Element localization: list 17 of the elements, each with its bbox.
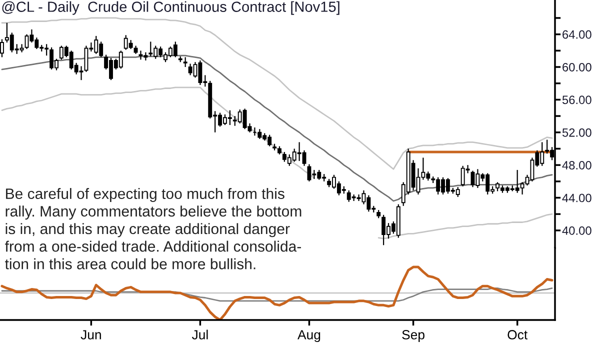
x-tick-label: Sep	[402, 330, 424, 342]
y-tick-label: 52.00	[562, 128, 592, 137]
y-tick-label: 48.00	[562, 161, 592, 170]
x-tick-label: Oct	[508, 330, 528, 340]
candlestick	[183, 56, 188, 68]
y-tick-label: 44.00	[562, 194, 592, 202]
line-series	[1, 17, 553, 170]
annotation: Be careful of expecting too much from this rally. Many commentators believe the bottom is in, and this may create additional danger from a one-sided trade. Additional consolida- tion in this area could be more bullish.	[5, 188, 302, 270]
y-tick-label: 64.00	[562, 30, 592, 39]
chart-title: @CL - Daily Crude Oil Continuous Contract [Nov15]	[2, 1, 340, 15]
x-tick-label: Jul	[192, 330, 208, 340]
x-tick-label: Aug	[298, 330, 320, 342]
y-tick-label: 60.00	[562, 62, 592, 72]
x-tick-label: Jun	[80, 330, 101, 340]
y-tick-label: 40.00	[562, 226, 592, 235]
y-tick-label: 56.00	[562, 96, 592, 104]
candlestick	[0, 38, 4, 58]
